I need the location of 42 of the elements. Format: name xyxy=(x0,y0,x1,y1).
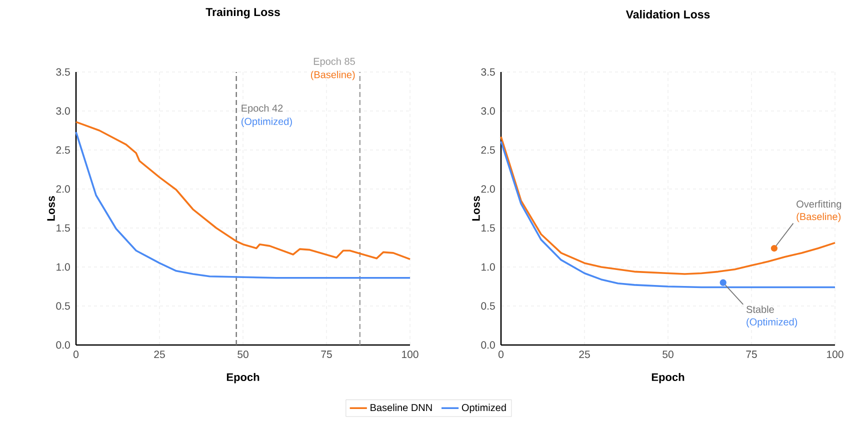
annotation: (Baseline) xyxy=(796,212,841,222)
y-tick-label: 2.5 xyxy=(481,146,495,154)
x-tick-label: 50 xyxy=(662,350,674,358)
x-tick-label: 100 xyxy=(827,350,844,358)
annotation: (Baseline) xyxy=(310,70,355,80)
x-tick-label: 50 xyxy=(238,350,248,358)
y-tick-label: 0.5 xyxy=(56,302,70,310)
x-tick-label: 75 xyxy=(746,350,757,358)
x-axis-title: Epoch xyxy=(226,372,260,384)
legend-label: Baseline DNN xyxy=(370,404,432,412)
x-tick-label: 100 xyxy=(402,350,418,358)
y-tick-label: 2.0 xyxy=(481,185,495,193)
annotation: Stable xyxy=(746,306,774,313)
y-tick-label: 0.0 xyxy=(56,341,70,349)
annotation: Overfitting xyxy=(796,200,842,210)
chart-title: Training Loss xyxy=(206,8,280,18)
y-tick-label: 0.5 xyxy=(481,302,495,310)
y-tick-label: 0.0 xyxy=(481,341,495,349)
x-tick-label: 0 xyxy=(498,350,504,358)
y-tick-label: 2.5 xyxy=(56,146,70,154)
y-axis-title: Loss xyxy=(47,196,55,221)
x-tick-label: 0 xyxy=(74,350,79,358)
legend-label: Optimized xyxy=(462,404,506,414)
annotation: (Optimized) xyxy=(241,118,292,127)
y-tick-label: 1.0 xyxy=(56,263,70,271)
y-tick-label: 1.0 xyxy=(482,263,495,271)
y-tick-label: 2.0 xyxy=(56,185,70,193)
y-tick-label: 1.5 xyxy=(56,224,70,232)
y-tick-label: 1.5 xyxy=(482,224,495,232)
annotation: (Optimized) xyxy=(746,318,798,328)
x-axis-title: Epoch xyxy=(652,372,684,384)
chart-title: Validation Loss xyxy=(626,10,710,18)
x-tick-label: 25 xyxy=(154,350,165,358)
x-tick-label: 75 xyxy=(321,350,332,358)
ref-line-label: Epoch 85 xyxy=(314,58,355,67)
ref-line-label: Epoch 42 xyxy=(242,104,283,114)
y-tick-label: 3.5 xyxy=(56,68,70,76)
y-tick-label: 3.0 xyxy=(56,107,70,115)
y-tick-label: 3.5 xyxy=(481,68,495,76)
x-tick-label: 25 xyxy=(579,350,590,358)
y-tick-label: 3.0 xyxy=(481,107,495,115)
y-axis-title: Loss xyxy=(472,196,480,221)
